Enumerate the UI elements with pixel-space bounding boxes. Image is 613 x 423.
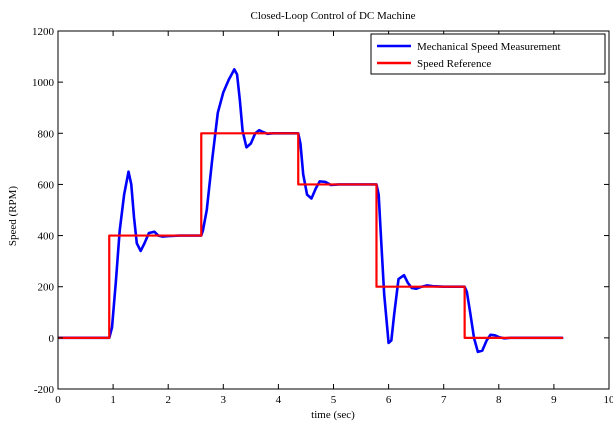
- legend: Mechanical Speed Measurement Speed Refere…: [370, 33, 606, 75]
- y-tick-label: 600: [38, 179, 55, 191]
- legend-label: Speed Reference: [417, 58, 491, 70]
- legend-box: [370, 33, 606, 75]
- series-line-speed-measurement: [58, 68, 564, 354]
- y-tick-label: 1200: [32, 26, 55, 38]
- x-tick-label: 6: [386, 394, 392, 406]
- plot-frame: [57, 30, 610, 390]
- x-tick-label: 0: [55, 394, 61, 406]
- y-tick-label: 200: [38, 282, 55, 294]
- x-tick-label: 8: [496, 394, 502, 406]
- x-tick-label: 9: [551, 394, 557, 406]
- y-tick-label: 1000: [32, 77, 55, 89]
- y-axis-label: Speed (RPM): [7, 186, 19, 247]
- x-tick-label: 5: [331, 394, 337, 406]
- x-tick-label: 7: [441, 394, 447, 406]
- legend-label: Mechanical Speed Measurement: [417, 41, 561, 53]
- y-tick-label: 0: [49, 333, 55, 345]
- series-group: [58, 68, 564, 354]
- x-axis-label: time (sec): [311, 409, 355, 421]
- y-tick-label: 800: [38, 128, 55, 140]
- x-tick-label: 4: [276, 394, 282, 406]
- chart-title: Closed-Loop Control of DC Machine: [251, 10, 416, 22]
- series-line-speed-reference: [58, 132, 564, 339]
- y-tick-label: 400: [38, 231, 55, 243]
- x-tick-label: 3: [221, 394, 227, 406]
- x-tick-label: 2: [165, 394, 171, 406]
- x-tick-label: 1: [110, 394, 116, 406]
- y-tick-label: -200: [34, 384, 55, 396]
- x-tick-label: 10: [604, 394, 613, 406]
